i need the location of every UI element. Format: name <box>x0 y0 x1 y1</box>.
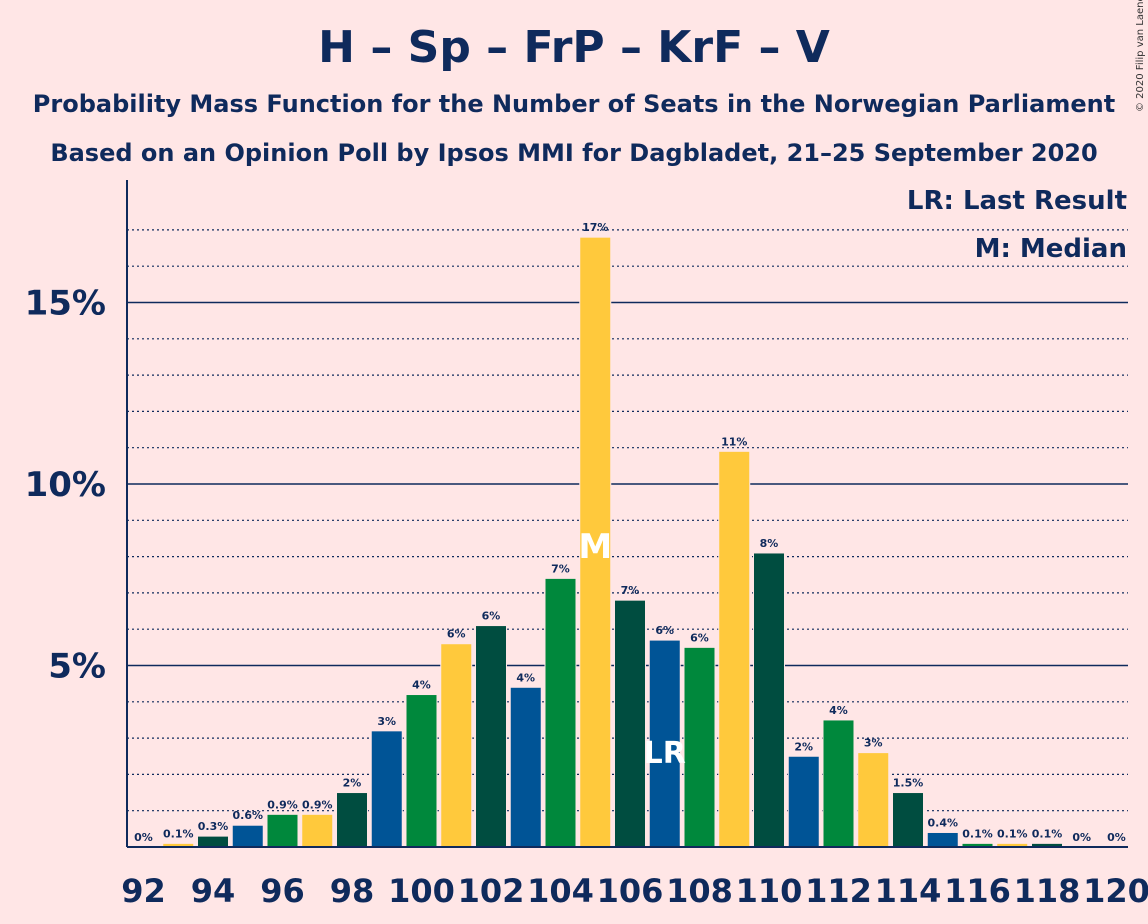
y-tick-label: 5% <box>48 647 106 687</box>
data-label-116: 0.1% <box>962 827 993 840</box>
x-tick-label: 116 <box>944 872 1011 910</box>
bar-94 <box>197 835 229 848</box>
data-label-114: 1.5% <box>893 777 924 790</box>
x-tick-label: 118 <box>1014 872 1081 910</box>
last-result-marker: LR <box>644 736 686 771</box>
data-label-98: 2% <box>343 777 362 790</box>
bar-111 <box>787 755 820 848</box>
bar-98 <box>336 792 368 848</box>
data-label-99: 3% <box>377 715 396 728</box>
bar-104 <box>544 577 577 848</box>
bar-99 <box>370 730 403 848</box>
data-label-106: 7% <box>621 584 640 597</box>
bar-112 <box>822 719 855 848</box>
data-label-119: 0% <box>1072 831 1091 844</box>
data-label-118: 0.1% <box>1032 827 1063 840</box>
x-tick-label: 100 <box>388 872 455 910</box>
data-label-97: 0.9% <box>302 798 333 811</box>
data-label-104: 7% <box>551 562 570 575</box>
x-tick-label: 98 <box>330 872 375 910</box>
chart-subtitle-1: Probability Mass Function for the Number… <box>32 90 1116 118</box>
data-label-92: 0% <box>134 831 153 844</box>
bar-101 <box>440 643 473 848</box>
data-label-107: 6% <box>655 624 674 637</box>
x-tick-label: 110 <box>736 872 803 910</box>
data-label-109: 11% <box>721 435 747 448</box>
bar-114 <box>892 792 924 848</box>
x-tick-label: 112 <box>805 872 872 910</box>
bar-103 <box>509 686 542 848</box>
data-label-103: 4% <box>516 671 535 684</box>
chart-title: H – Sp – FrP – KrF – V <box>318 22 830 73</box>
x-tick-label: 104 <box>527 872 594 910</box>
chart-subtitle-2: Based on an Opinion Poll by Ipsos MMI fo… <box>50 139 1098 167</box>
bar-106 <box>614 599 646 848</box>
x-tick-label: 92 <box>121 872 166 910</box>
x-tick-label: 120 <box>1083 872 1148 910</box>
bar-115 <box>926 831 959 848</box>
data-label-96: 0.9% <box>267 798 298 811</box>
data-label-93: 0.1% <box>163 827 194 840</box>
bar-95 <box>231 824 264 848</box>
data-label-111: 2% <box>794 740 813 753</box>
data-label-113: 3% <box>864 737 883 750</box>
bar-110 <box>753 552 785 848</box>
data-label-94: 0.3% <box>198 820 229 833</box>
bar-113 <box>857 752 890 848</box>
x-tick-label: 94 <box>191 872 236 910</box>
data-label-117: 0.1% <box>997 827 1028 840</box>
x-tick-label: 102 <box>458 872 525 910</box>
data-label-110: 8% <box>760 537 779 550</box>
data-label-108: 6% <box>690 631 709 644</box>
median-marker: M <box>578 527 612 567</box>
bar-97 <box>301 813 334 848</box>
bar-96 <box>266 813 299 848</box>
data-label-101: 6% <box>447 628 466 641</box>
data-label-100: 4% <box>412 679 431 692</box>
y-tick-label: 15% <box>25 284 106 324</box>
bar-109 <box>718 450 751 848</box>
legend-median: M: Median <box>975 234 1127 264</box>
bar-108 <box>683 646 716 848</box>
y-tick-label: 10% <box>25 465 106 505</box>
bar-107 <box>648 639 681 848</box>
data-label-112: 4% <box>829 704 848 717</box>
x-tick-label: 108 <box>666 872 733 910</box>
data-label-120: 0% <box>1107 831 1126 844</box>
bar-100 <box>405 694 438 848</box>
legend-last-result: LR: Last Result <box>907 186 1127 216</box>
data-label-102: 6% <box>482 610 501 623</box>
x-tick-label: 114 <box>875 872 942 910</box>
data-label-95: 0.6% <box>232 809 263 822</box>
bar-102 <box>475 625 507 848</box>
x-tick-label: 96 <box>260 872 305 910</box>
data-label-105: 17% <box>582 221 608 234</box>
data-label-115: 0.4% <box>927 816 958 829</box>
x-tick-label: 106 <box>597 872 664 910</box>
bar-105 <box>579 236 612 848</box>
